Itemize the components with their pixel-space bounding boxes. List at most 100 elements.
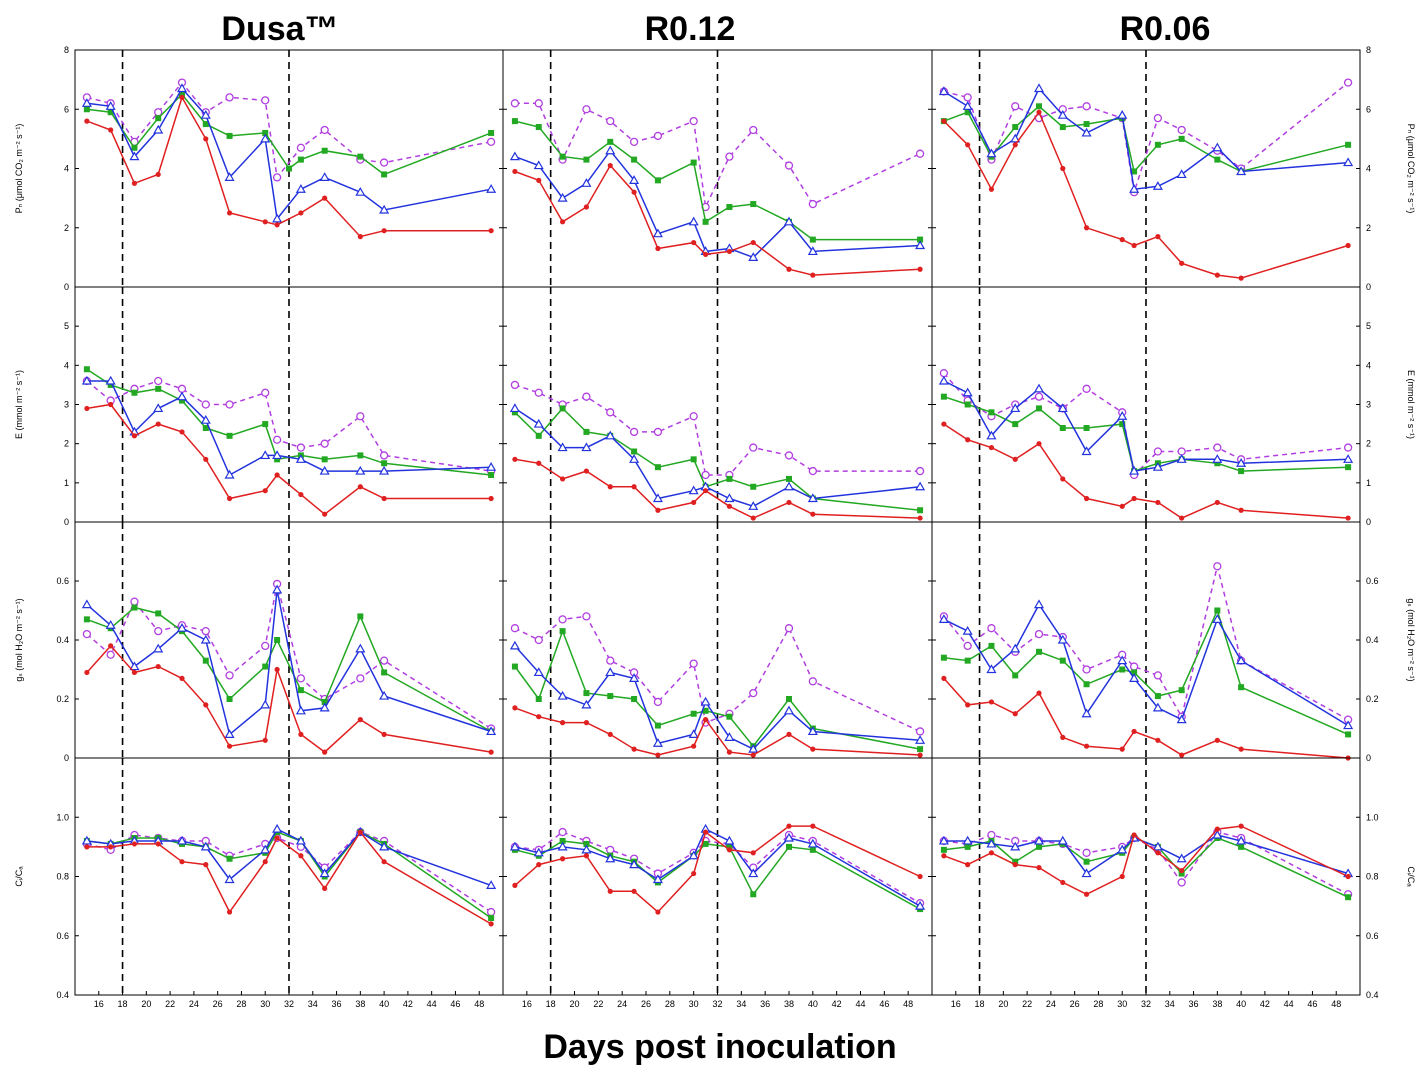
data-point-red bbox=[1119, 503, 1125, 509]
data-point-green bbox=[107, 381, 114, 388]
data-point-magenta bbox=[1034, 629, 1044, 639]
data-point-magenta bbox=[1082, 665, 1091, 674]
data-point-blue bbox=[379, 204, 390, 214]
panel-11: 0.4 0.6 0.8 1.0 16 18 20 22 24 26 28 30 32 34 36 38 40 42… bbox=[931, 757, 1379, 1009]
data-point-green bbox=[131, 389, 138, 396]
data-point-green bbox=[988, 642, 995, 649]
data-point-magenta bbox=[1129, 662, 1139, 671]
data-point-green bbox=[786, 843, 792, 850]
data-point-blue bbox=[1129, 184, 1140, 193]
y-tick-label: 3 bbox=[64, 400, 69, 410]
data-point-blue bbox=[581, 178, 592, 187]
data-point-red bbox=[381, 731, 387, 738]
data-point-red bbox=[84, 405, 90, 412]
y-tick-label: 0.6 bbox=[56, 576, 69, 586]
data-point-magenta bbox=[356, 674, 365, 683]
y-tick-label: 6 bbox=[64, 104, 69, 114]
data-point-red bbox=[1060, 734, 1066, 740]
data-point-red bbox=[357, 717, 363, 723]
data-point-blue bbox=[1057, 634, 1068, 644]
data-point-blue bbox=[1129, 673, 1140, 682]
data-point-blue bbox=[509, 841, 520, 851]
data-point-red bbox=[1012, 142, 1018, 148]
y-tick-label: 0.4 bbox=[56, 990, 69, 1000]
data-point-green bbox=[262, 129, 269, 136]
data-point-blue bbox=[1212, 142, 1223, 152]
data-point-green bbox=[131, 144, 138, 151]
x-tick-label: 38 bbox=[1212, 999, 1222, 1009]
data-point-green bbox=[1214, 460, 1221, 467]
data-point-magenta bbox=[510, 624, 520, 633]
x-tick-label: 16 bbox=[94, 999, 104, 1009]
data-point-blue bbox=[105, 620, 116, 629]
series-line-blue bbox=[514, 828, 921, 907]
series-line-red bbox=[514, 164, 921, 276]
data-point-green bbox=[1178, 870, 1185, 877]
data-point-blue bbox=[629, 175, 640, 184]
data-point-red bbox=[607, 888, 613, 894]
data-point-green bbox=[321, 698, 328, 705]
series-line-green bbox=[86, 368, 492, 476]
data-point-blue bbox=[355, 186, 366, 196]
data-point-green bbox=[1345, 894, 1352, 901]
data-point-magenta bbox=[534, 99, 543, 108]
data-point-red bbox=[1036, 690, 1042, 696]
y-tick-label: 8 bbox=[1366, 45, 1371, 55]
y-tick-label: 6 bbox=[1366, 104, 1371, 114]
data-point-blue bbox=[1176, 169, 1187, 179]
x-tick-label: 28 bbox=[1093, 999, 1103, 1009]
y-tick-label: 5 bbox=[64, 321, 69, 331]
x-tick-label: 40 bbox=[379, 999, 389, 1009]
x-tick-label: 24 bbox=[617, 999, 627, 1009]
data-point-red bbox=[1238, 275, 1244, 281]
y-tick-label: 0.2 bbox=[56, 694, 69, 704]
y-tick-label: 4 bbox=[1366, 164, 1371, 174]
data-point-red bbox=[536, 862, 542, 868]
x-tick-label: 34 bbox=[736, 999, 746, 1009]
data-point-magenta bbox=[296, 143, 306, 152]
data-point-green bbox=[357, 452, 364, 459]
x-tick-label: 36 bbox=[760, 999, 770, 1009]
data-point-blue bbox=[605, 430, 616, 440]
data-point-red bbox=[583, 468, 590, 474]
y-tick-label: 2 bbox=[64, 439, 69, 449]
data-point-red bbox=[655, 507, 661, 513]
data-point-green bbox=[583, 428, 590, 435]
data-point-green bbox=[381, 171, 388, 178]
data-point-green bbox=[202, 657, 209, 664]
data-point-magenta bbox=[272, 173, 282, 182]
data-point-green bbox=[1036, 648, 1042, 655]
data-point-red bbox=[691, 743, 697, 749]
data-point-blue bbox=[1010, 643, 1021, 653]
data-point-red bbox=[965, 142, 971, 148]
data-point-magenta bbox=[1153, 113, 1163, 123]
data-point-green bbox=[631, 696, 638, 702]
data-point-green bbox=[559, 153, 566, 160]
data-point-green bbox=[940, 393, 947, 400]
y-axis-title-left: Cᵢ/Cₐ bbox=[14, 866, 24, 887]
data-point-red bbox=[786, 823, 792, 829]
data-point-green bbox=[1059, 657, 1066, 664]
data-point-magenta bbox=[1177, 125, 1186, 135]
data-point-red bbox=[1119, 746, 1125, 752]
data-point-magenta bbox=[629, 137, 639, 146]
data-point-blue bbox=[129, 151, 140, 161]
data-point-green bbox=[726, 843, 733, 850]
data-point-magenta bbox=[558, 615, 567, 624]
data-point-green bbox=[226, 132, 233, 139]
data-point-red bbox=[488, 495, 494, 502]
data-point-magenta bbox=[784, 161, 794, 170]
data-point-magenta bbox=[749, 688, 758, 698]
data-point-blue bbox=[1117, 655, 1128, 665]
data-point-blue bbox=[724, 835, 735, 845]
data-point-magenta bbox=[1153, 447, 1163, 456]
data-point-magenta bbox=[320, 439, 329, 448]
data-point-magenta bbox=[915, 466, 925, 476]
series-line-magenta bbox=[514, 102, 921, 210]
data-point-green bbox=[357, 613, 364, 620]
data-point-red bbox=[262, 859, 268, 865]
data-point-green bbox=[726, 475, 733, 482]
series-line-magenta bbox=[943, 566, 1349, 721]
column-title-r012: R0.12 bbox=[645, 10, 736, 48]
data-point-green bbox=[83, 106, 90, 113]
